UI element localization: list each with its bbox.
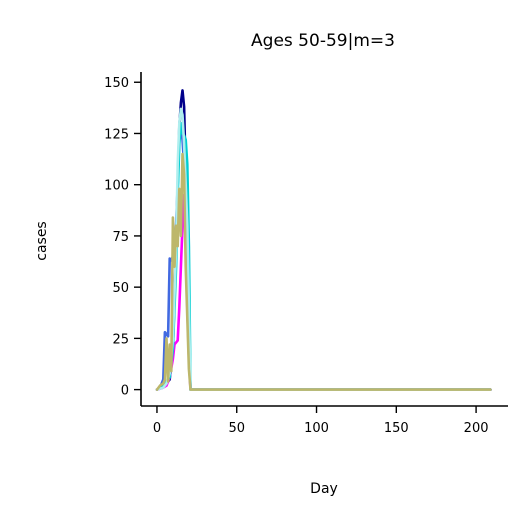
y-tick-label: 0 xyxy=(121,384,129,399)
y-tick-label: 125 xyxy=(104,127,129,142)
x-tick-label: 200 xyxy=(464,421,489,436)
x-tick-label: 100 xyxy=(304,421,329,436)
y-tick-label: 75 xyxy=(112,230,129,245)
series-line-2 xyxy=(155,126,492,391)
x-tick-label: 50 xyxy=(228,421,245,436)
series-line-4 xyxy=(155,121,492,391)
series-line-5 xyxy=(155,107,492,391)
y-tick-label: 25 xyxy=(112,332,129,347)
x-tick-label: 0 xyxy=(153,421,161,436)
chart-title: Ages 50-59|m=3 xyxy=(251,31,395,51)
series-line-1 xyxy=(155,89,492,391)
y-tick-label: 150 xyxy=(104,76,129,91)
axes: 0 50 100 150 200 0 25 50 75 100 125 150 xyxy=(104,72,508,436)
x-axis-label: Day xyxy=(310,481,338,497)
series-line-3 xyxy=(155,193,492,391)
series-line-6 xyxy=(155,152,492,391)
y-tick-label: 50 xyxy=(112,281,129,296)
plot-area xyxy=(155,89,492,391)
x-tick-label: 150 xyxy=(384,421,409,436)
y-axis-label: cases xyxy=(34,221,50,260)
y-tick-label: 100 xyxy=(104,179,129,194)
